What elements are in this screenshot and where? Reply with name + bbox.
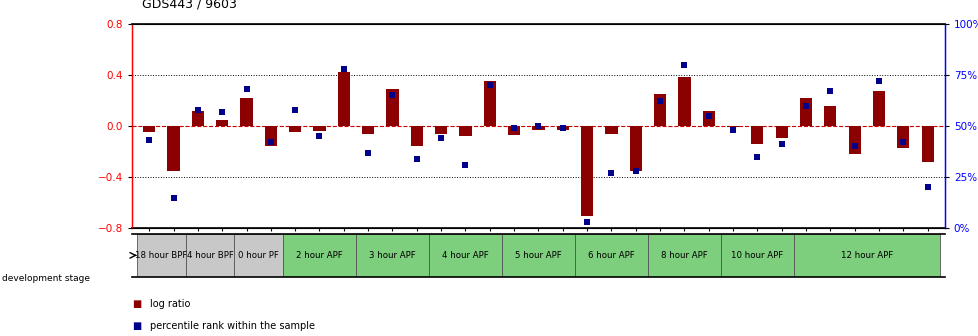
Point	[214, 109, 230, 114]
Point	[797, 103, 813, 108]
Bar	[823, 106, 835, 126]
Point	[627, 168, 643, 174]
Bar	[143, 126, 156, 132]
Bar	[356, 234, 428, 277]
Text: 0 hour PF: 0 hour PF	[238, 251, 279, 260]
Point	[360, 150, 376, 155]
Text: 6 hour APF: 6 hour APF	[588, 251, 634, 260]
Point	[287, 107, 302, 112]
Point	[190, 107, 205, 112]
Bar	[848, 126, 860, 154]
Bar	[502, 234, 574, 277]
Point	[895, 140, 911, 145]
Bar	[337, 72, 349, 126]
Bar	[216, 120, 228, 126]
Bar	[920, 126, 933, 162]
Bar	[283, 234, 356, 277]
Bar	[137, 234, 186, 277]
Text: 12 hour APF: 12 hour APF	[840, 251, 892, 260]
Point	[530, 123, 546, 129]
Bar	[411, 126, 422, 146]
Bar	[508, 126, 519, 135]
Point	[457, 162, 472, 168]
Point	[263, 140, 279, 145]
Bar	[434, 126, 447, 134]
Point	[433, 136, 449, 141]
Text: 18 hour BPF: 18 hour BPF	[135, 251, 188, 260]
Point	[506, 125, 521, 131]
Bar	[459, 126, 471, 136]
Bar	[428, 234, 502, 277]
Point	[165, 195, 181, 200]
Point	[700, 113, 716, 119]
Text: log ratio: log ratio	[150, 299, 190, 309]
Bar	[241, 98, 252, 126]
Text: percentile rank within the sample: percentile rank within the sample	[150, 321, 315, 331]
Text: 8 hour APF: 8 hour APF	[660, 251, 707, 260]
Text: 2 hour APF: 2 hour APF	[295, 251, 342, 260]
Bar	[793, 234, 939, 277]
Bar	[653, 94, 665, 126]
Bar	[192, 111, 203, 126]
Point	[384, 92, 400, 98]
Bar	[897, 126, 909, 148]
Bar	[702, 111, 714, 126]
Point	[603, 170, 619, 176]
Point	[774, 142, 789, 147]
Bar	[629, 126, 642, 171]
Point	[846, 144, 862, 149]
Point	[555, 125, 570, 131]
Text: 3 hour APF: 3 hour APF	[369, 251, 416, 260]
Point	[481, 82, 497, 88]
Bar	[750, 126, 763, 144]
Bar	[727, 126, 738, 127]
Text: 5 hour APF: 5 hour APF	[514, 251, 561, 260]
Bar	[313, 126, 326, 131]
Bar	[580, 126, 593, 216]
Bar	[678, 77, 689, 126]
Bar	[167, 126, 179, 171]
Point	[725, 127, 740, 133]
Text: ■: ■	[132, 321, 141, 331]
Point	[919, 185, 935, 190]
Bar	[872, 91, 884, 126]
Point	[409, 156, 424, 162]
Bar	[574, 234, 647, 277]
Point	[822, 88, 837, 94]
Text: GDS443 / 9603: GDS443 / 9603	[142, 0, 237, 10]
Bar	[799, 98, 812, 126]
Bar	[362, 126, 374, 134]
Bar	[264, 126, 277, 146]
Point	[335, 66, 351, 71]
Point	[311, 133, 327, 139]
Point	[141, 138, 156, 143]
Bar	[647, 234, 720, 277]
Text: ■: ■	[132, 299, 141, 309]
Text: 4 hour APF: 4 hour APF	[442, 251, 488, 260]
Bar	[604, 126, 617, 134]
Bar	[556, 126, 568, 130]
Text: development stage: development stage	[2, 275, 90, 283]
Bar	[234, 234, 283, 277]
Point	[749, 154, 765, 159]
Point	[870, 78, 886, 84]
Point	[651, 99, 667, 104]
Bar	[386, 89, 398, 126]
Text: 10 hour APF: 10 hour APF	[731, 251, 782, 260]
Text: 4 hour BPF: 4 hour BPF	[187, 251, 233, 260]
Bar	[289, 126, 301, 132]
Point	[676, 62, 691, 67]
Bar	[483, 81, 496, 126]
Bar	[720, 234, 793, 277]
Bar	[532, 126, 544, 130]
Point	[239, 86, 254, 92]
Point	[579, 220, 595, 225]
Bar	[186, 234, 234, 277]
Bar	[775, 126, 787, 137]
